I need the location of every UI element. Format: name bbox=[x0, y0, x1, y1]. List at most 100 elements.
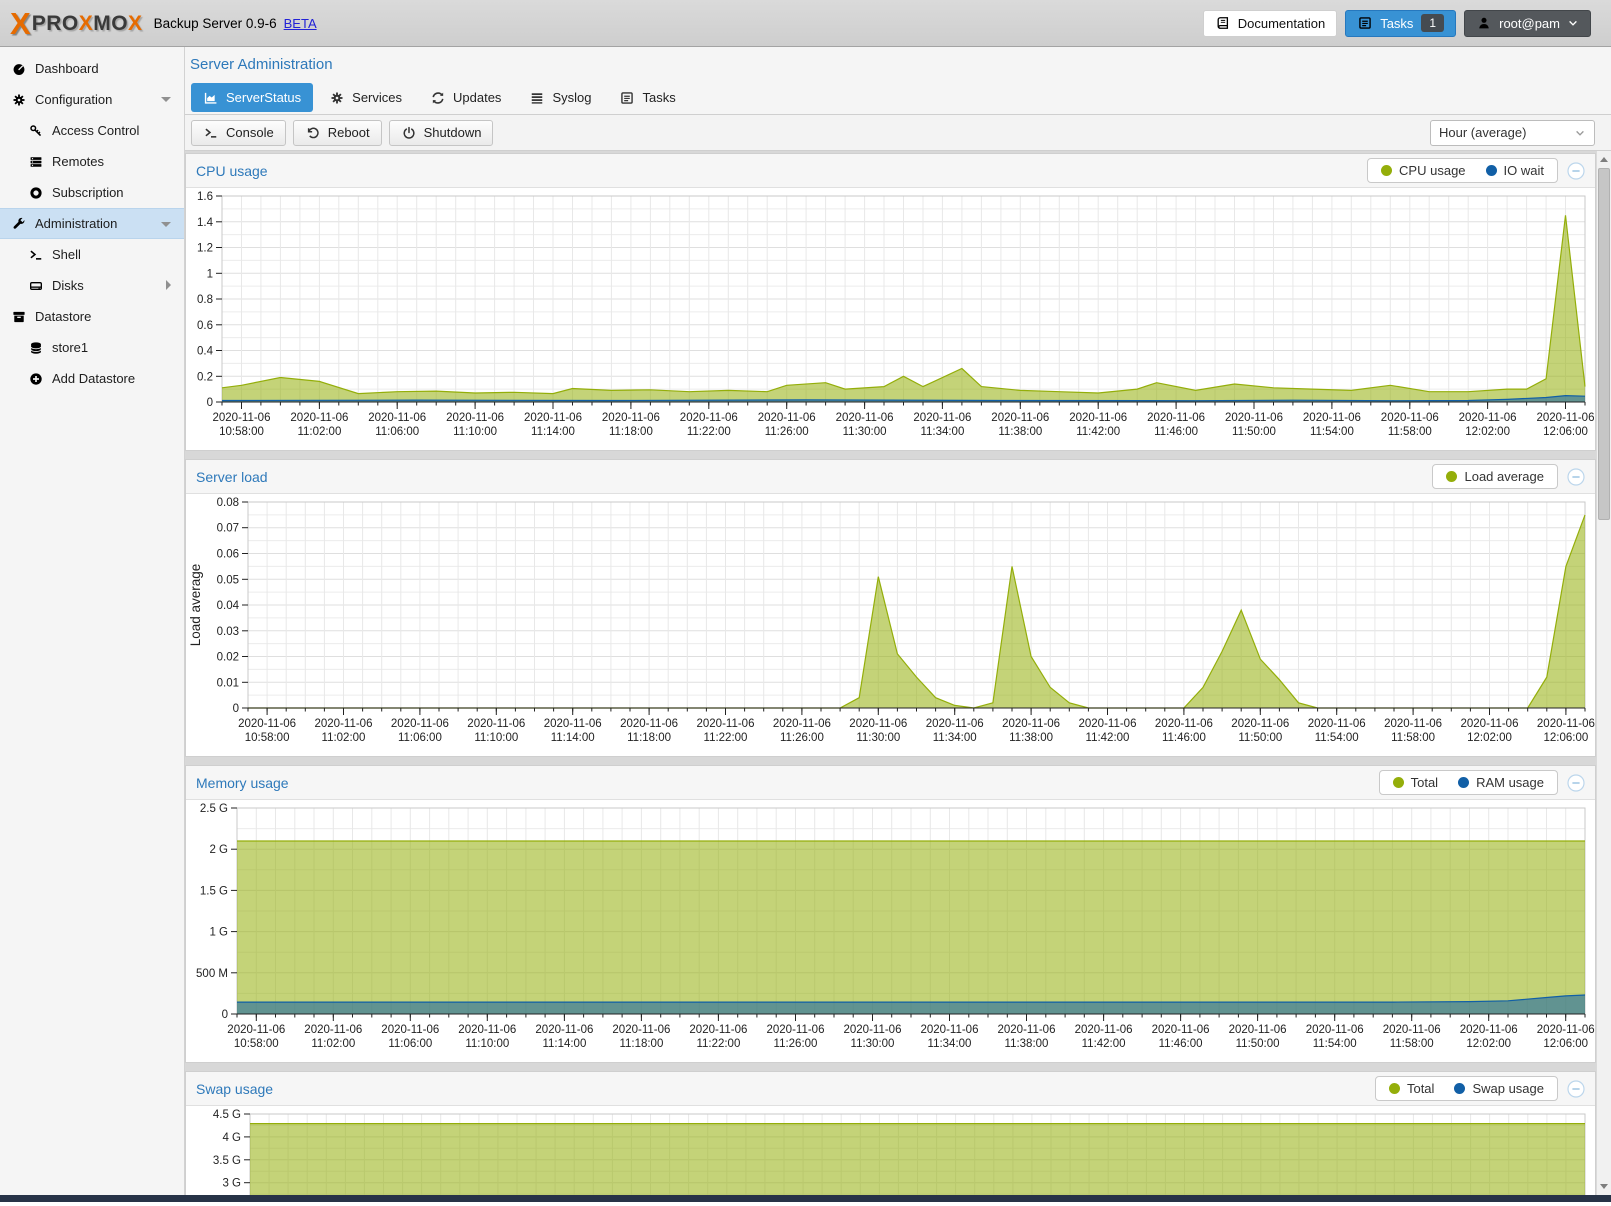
collapse-panel-button[interactable] bbox=[1567, 467, 1585, 486]
sidebar-item-label: Add Datastore bbox=[52, 371, 136, 386]
task-list-icon bbox=[1357, 15, 1373, 31]
svg-text:11:26:00: 11:26:00 bbox=[765, 426, 809, 438]
svg-text:2020-11-06: 2020-11-06 bbox=[1303, 412, 1361, 424]
svg-text:11:06:00: 11:06:00 bbox=[388, 1038, 432, 1050]
sidebar-item-add-datastore[interactable]: Add Datastore bbox=[0, 363, 184, 394]
legend-item-ram-usage[interactable]: RAM usage bbox=[1458, 775, 1544, 790]
sidebar-item-disks[interactable]: Disks bbox=[0, 270, 184, 301]
shutdown-label: Shutdown bbox=[423, 125, 482, 140]
tab-services[interactable]: Services bbox=[317, 83, 414, 112]
legend-item-total[interactable]: Total bbox=[1388, 1081, 1435, 1096]
svg-text:12:02:00: 12:02:00 bbox=[1467, 732, 1512, 744]
svg-text:11:34:00: 11:34:00 bbox=[928, 1038, 972, 1050]
svg-text:2.5 G: 2.5 G bbox=[200, 803, 228, 815]
scroll-down-arrow[interactable] bbox=[1597, 1179, 1611, 1194]
sidebar-item-shell[interactable]: Shell bbox=[0, 239, 184, 270]
svg-text:0: 0 bbox=[233, 703, 239, 715]
expand-down-icon bbox=[161, 222, 171, 227]
svg-text:11:26:00: 11:26:00 bbox=[780, 732, 824, 744]
cpu-usage-chart: 0 0.2 0.4 0.6 0.8 1 1.2 1.4 1.6 2020-11-06 10:58:0… bbox=[197, 191, 1594, 438]
collapse-panel-button[interactable] bbox=[1567, 161, 1585, 180]
legend-label: Total bbox=[1410, 775, 1439, 790]
collapse-panel-button[interactable] bbox=[1567, 773, 1585, 792]
svg-text:0.6: 0.6 bbox=[197, 320, 213, 332]
svg-text:2020-11-06: 2020-11-06 bbox=[1537, 718, 1595, 730]
svg-text:2020-11-06: 2020-11-06 bbox=[1381, 412, 1439, 424]
svg-text:11:14:00: 11:14:00 bbox=[551, 732, 595, 744]
svg-text:2020-11-06: 2020-11-06 bbox=[1460, 1024, 1518, 1036]
user-menu-button[interactable]: root@pam bbox=[1464, 9, 1591, 37]
tab-label: Tasks bbox=[642, 90, 676, 105]
documentation-label: Documentation bbox=[1237, 15, 1326, 31]
tasks-label: Tasks bbox=[1380, 15, 1414, 31]
svg-text:11:42:00: 11:42:00 bbox=[1086, 732, 1130, 744]
undo-icon bbox=[305, 125, 321, 141]
panel-memory-usage: Memory usage Total RAM usage 0 500 M 1 G 1.5 G… bbox=[185, 765, 1596, 1063]
svg-text:11:42:00: 11:42:00 bbox=[1076, 426, 1120, 438]
svg-text:11:58:00: 11:58:00 bbox=[1391, 732, 1435, 744]
svg-text:2020-11-06: 2020-11-06 bbox=[1069, 412, 1127, 424]
legend-item-io-wait[interactable]: IO wait bbox=[1485, 163, 1544, 178]
wrench-icon bbox=[11, 216, 27, 232]
scroll-up-arrow[interactable] bbox=[1597, 152, 1611, 167]
scrollbar-thumb[interactable] bbox=[1598, 168, 1610, 520]
console-button[interactable]: Console bbox=[191, 119, 286, 146]
terminal-icon bbox=[203, 125, 219, 141]
svg-text:2020-11-06: 2020-11-06 bbox=[697, 718, 755, 730]
svg-text:0.06: 0.06 bbox=[217, 549, 239, 561]
svg-text:3 G: 3 G bbox=[222, 1178, 241, 1190]
refresh-icon bbox=[430, 90, 446, 106]
window-bottom-edge bbox=[0, 1195, 1611, 1202]
tab-updates[interactable]: Updates bbox=[418, 83, 513, 112]
legend-item-total[interactable]: Total bbox=[1392, 775, 1439, 790]
timeframe-select[interactable]: Hour (average) bbox=[1430, 119, 1595, 146]
power-icon bbox=[401, 125, 417, 141]
sidebar-item-label: Datastore bbox=[35, 309, 92, 324]
sidebar-item-store1[interactable]: store1 bbox=[0, 332, 184, 363]
svg-text:11:38:00: 11:38:00 bbox=[1005, 1038, 1049, 1050]
svg-text:0: 0 bbox=[222, 1009, 228, 1021]
legend-item-load-average[interactable]: Load average bbox=[1446, 469, 1544, 484]
logo-wordmark: PROXMOX bbox=[31, 11, 143, 35]
tab-tasks[interactable]: Tasks bbox=[607, 83, 687, 112]
collapse-panel-button[interactable] bbox=[1567, 1079, 1585, 1098]
svg-text:2020-11-06: 2020-11-06 bbox=[544, 718, 602, 730]
legend-label: CPU usage bbox=[1399, 163, 1466, 178]
life-ring-icon bbox=[28, 185, 44, 201]
expand-down-icon bbox=[161, 97, 171, 102]
shutdown-button[interactable]: Shutdown bbox=[388, 119, 494, 146]
svg-text:2020-11-06: 2020-11-06 bbox=[1002, 718, 1060, 730]
sidebar-item-administration[interactable]: Administration bbox=[0, 208, 184, 239]
legend-item-cpu-usage[interactable]: CPU usage bbox=[1381, 163, 1466, 178]
sidebar-item-remotes[interactable]: Remotes bbox=[0, 146, 184, 177]
svg-text:1.4: 1.4 bbox=[197, 217, 214, 229]
svg-text:4 G: 4 G bbox=[222, 1132, 241, 1144]
svg-text:2020-11-06: 2020-11-06 bbox=[913, 412, 971, 424]
svg-text:2020-11-06: 2020-11-06 bbox=[1152, 1024, 1210, 1036]
sidebar-item-datastore[interactable]: Datastore bbox=[0, 301, 184, 332]
sidebar-item-access-control[interactable]: Access Control bbox=[0, 115, 184, 146]
tab-syslog[interactable]: Syslog bbox=[517, 83, 603, 112]
reboot-button[interactable]: Reboot bbox=[292, 119, 382, 146]
svg-text:11:46:00: 11:46:00 bbox=[1159, 1038, 1203, 1050]
sidebar-item-label: Disks bbox=[52, 278, 84, 293]
sidebar-item-dashboard[interactable]: Dashboard bbox=[0, 53, 184, 84]
svg-text:11:30:00: 11:30:00 bbox=[851, 1038, 895, 1050]
sidebar-item-configuration[interactable]: Configuration bbox=[0, 84, 184, 115]
tab-serverstatus[interactable]: ServerStatus bbox=[191, 83, 314, 112]
svg-text:2020-11-06: 2020-11-06 bbox=[458, 1024, 516, 1036]
legend-label: Total bbox=[1406, 1081, 1435, 1096]
svg-text:11:14:00: 11:14:00 bbox=[531, 426, 575, 438]
sidebar-item-subscription[interactable]: Subscription bbox=[0, 177, 184, 208]
documentation-button[interactable]: Documentation bbox=[1202, 9, 1338, 37]
memory-usage-legend: Total RAM usage bbox=[1378, 770, 1558, 795]
proxmox-logo: X PROXMOX bbox=[10, 8, 143, 39]
svg-text:11:10:00: 11:10:00 bbox=[465, 1038, 509, 1050]
legend-item-swap-usage[interactable]: Swap usage bbox=[1454, 1081, 1544, 1096]
tasks-button[interactable]: Tasks 1 bbox=[1345, 9, 1457, 37]
console-label: Console bbox=[226, 125, 274, 140]
vertical-scrollbar[interactable] bbox=[1596, 151, 1611, 1195]
svg-text:12:02:00: 12:02:00 bbox=[1465, 426, 1510, 438]
beta-link[interactable]: BETA bbox=[283, 15, 317, 31]
